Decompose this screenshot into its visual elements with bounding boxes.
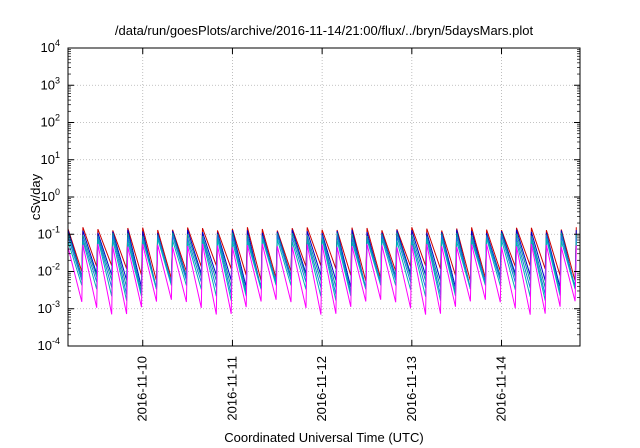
x-tick-label: 2016-11-14 [494, 356, 509, 422]
y-tick-label: 10-2 [38, 262, 60, 279]
y-tick-label: 103 [41, 75, 60, 92]
x-axis-label: Coordinated Universal Time (UTC) [224, 430, 423, 445]
y-tick-label: 10-4 [38, 336, 60, 353]
series-group [67, 227, 577, 315]
chart-title: /data/run/goesPlots/archive/2016-11-14/2… [115, 23, 534, 38]
y-tick-label: 10-3 [38, 299, 60, 316]
x-tick-label: 2016-11-11 [224, 356, 239, 421]
y-tick-label: 10-1 [38, 224, 60, 241]
y-axis: 104 103 102 101 100 10-1 10-2 10-3 10-4 [38, 38, 580, 353]
x-axis: 2016-11-10 2016-11-11 2016-11-12 2016-11-13… [135, 48, 509, 422]
y-tick-label: 101 [41, 150, 60, 167]
x-tick-label: 2016-11-12 [314, 356, 329, 422]
x-tick-label: 2016-11-10 [135, 356, 150, 422]
x-tick-label: 2016-11-13 [404, 356, 419, 422]
y-tick-label: 104 [41, 38, 60, 55]
series-line-6 [67, 243, 577, 315]
y-tick-label: 100 [41, 187, 60, 204]
y-axis-label: cSv/day [28, 173, 43, 220]
y-tick-label: 102 [41, 113, 60, 130]
grid [68, 48, 580, 346]
